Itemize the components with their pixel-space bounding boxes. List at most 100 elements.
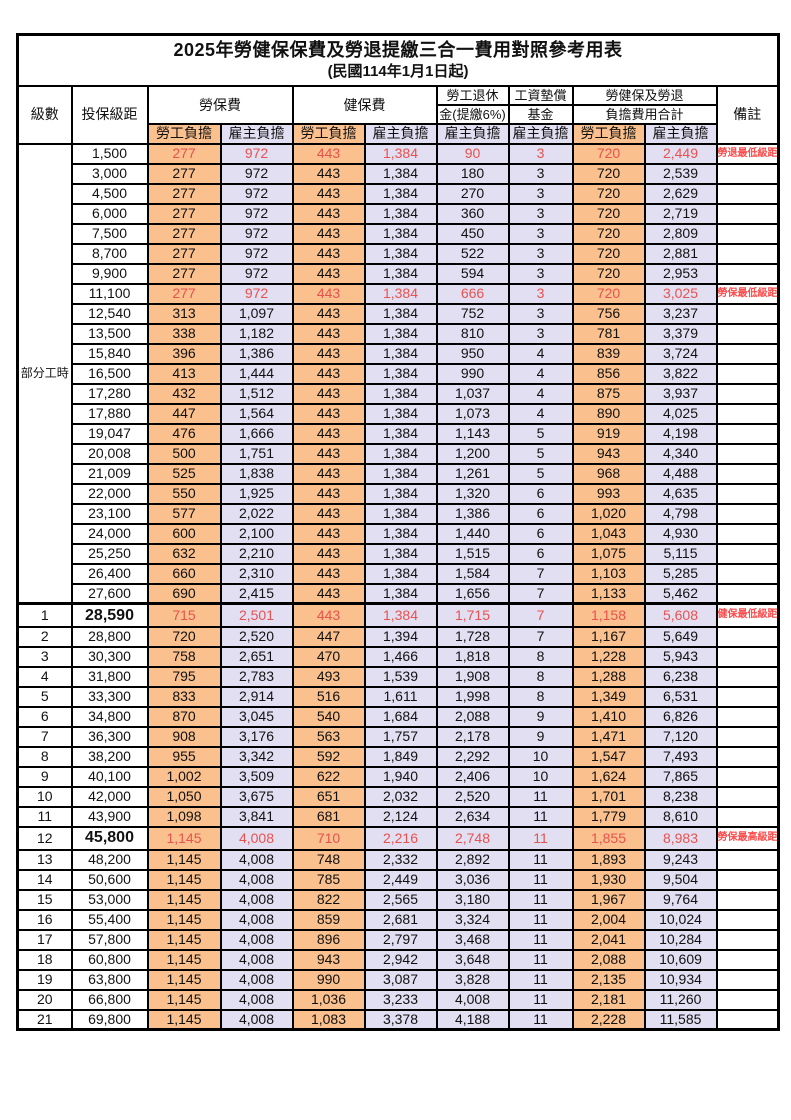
table-row: 9 40,100 1,002 3,509 622 1,940 2,406 10 1,624 7,8… [16, 765, 780, 788]
wage-fund-employer-cell: 11 [507, 805, 574, 828]
labor-insurance-employer-cell: 972 [219, 262, 294, 285]
health-insurance-employer-cell: 1,466 [363, 645, 438, 668]
labor-insurance-employer-cell: 4,008 [219, 948, 294, 971]
health-insurance-employer-cell: 2,565 [363, 888, 438, 911]
health-insurance-employee-cell: 822 [291, 888, 366, 911]
premium-table: 2025年勞健保保費及勞退提繳三合一費用對照參考用表 (民國114年1月1日起)… [16, 33, 781, 1032]
subheader-fund-employer: 雇主負擔 [507, 123, 574, 145]
level-cell: 18 [16, 948, 73, 971]
wage-fund-employer-cell: 7 [507, 602, 574, 628]
health-insurance-employee-cell: 443 [291, 382, 366, 405]
labor-insurance-employer-cell: 3,045 [219, 705, 294, 728]
total-employer-cell: 4,025 [643, 402, 718, 425]
labor-insurance-employee-cell: 525 [146, 462, 222, 485]
pension-employer-cell: 1,440 [435, 522, 510, 545]
pension-employer-cell: 2,520 [435, 785, 510, 808]
table-row: 12,540 313 1,097 443 1,384 752 3 756 3,237 [18, 302, 780, 325]
table-row: 2 28,800 720 2,520 447 1,394 1,728 7 1,167 5,649 [16, 625, 780, 648]
health-insurance-employer-cell: 2,032 [363, 785, 438, 808]
table-row: 5 33,300 833 2,914 516 1,611 1,998 8 1,349 6,531 [16, 685, 780, 708]
labor-insurance-employer-cell: 4,008 [219, 848, 294, 871]
wage-fund-employer-cell: 11 [507, 825, 574, 851]
labor-insurance-employee-cell: 955 [146, 745, 222, 768]
level-cell: 4 [16, 665, 73, 688]
table-row: 25,250 632 2,210 443 1,384 1,515 6 1,075 5,115 [18, 542, 780, 565]
health-insurance-employer-cell: 1,539 [363, 665, 438, 688]
health-insurance-employer-cell: 1,384 [363, 522, 438, 545]
health-insurance-employer-cell: 2,797 [363, 928, 438, 951]
health-insurance-employee-cell: 540 [291, 705, 366, 728]
total-employee-cell: 720 [571, 182, 646, 205]
labor-insurance-employer-cell: 1,097 [219, 302, 294, 325]
labor-insurance-employee-cell: 795 [146, 665, 222, 688]
wage-fund-employer-cell: 6 [507, 542, 574, 565]
pension-employer-cell: 1,073 [435, 402, 510, 425]
health-insurance-employee-cell: 563 [291, 725, 366, 748]
labor-insurance-employer-cell: 1,751 [219, 442, 294, 465]
level-cell: 15 [16, 888, 73, 911]
remark-cell [715, 302, 780, 325]
remark-cell [715, 522, 780, 545]
wage-fund-employer-cell: 4 [507, 402, 574, 425]
remark-cell [715, 482, 780, 505]
remark-cell [715, 182, 780, 205]
pension-employer-cell: 1,715 [435, 602, 510, 628]
health-insurance-employee-cell: 443 [291, 282, 366, 305]
wage-fund-employer-cell: 5 [507, 462, 574, 485]
labor-insurance-employee-cell: 277 [146, 162, 222, 185]
level-cell: 13 [16, 848, 73, 871]
labor-insurance-employee-cell: 690 [146, 582, 222, 605]
pension-employer-cell: 1,200 [435, 442, 510, 465]
labor-insurance-employee-cell: 758 [146, 645, 222, 668]
labor-insurance-employer-cell: 3,841 [219, 805, 294, 828]
health-insurance-employer-cell: 1,384 [363, 502, 438, 525]
labor-insurance-employee-cell: 1,145 [146, 948, 222, 971]
remark-cell [715, 868, 780, 891]
labor-insurance-employer-cell: 1,182 [219, 322, 294, 345]
pension-employer-cell: 4,008 [435, 988, 510, 1011]
health-insurance-employee-cell: 443 [291, 402, 366, 425]
labor-insurance-employee-cell: 632 [146, 542, 222, 565]
total-employee-cell: 1,288 [571, 665, 646, 688]
total-employee-cell: 1,547 [571, 745, 646, 768]
health-insurance-employer-cell: 3,378 [363, 1008, 438, 1031]
bracket-cell: 63,800 [70, 968, 149, 991]
health-insurance-employer-cell: 1,611 [363, 685, 438, 708]
wage-fund-employer-cell: 11 [507, 908, 574, 931]
health-insurance-employer-cell: 1,384 [363, 302, 438, 325]
health-insurance-employee-cell: 443 [291, 482, 366, 505]
labor-insurance-employee-cell: 277 [146, 142, 222, 165]
pension-employer-cell: 3,324 [435, 908, 510, 931]
health-insurance-employee-cell: 1,083 [291, 1008, 366, 1031]
title-row: 2025年勞健保保費及勞退提繳三合一費用對照參考用表 (民國114年1月1日起) [16, 33, 780, 88]
wage-fund-employer-cell: 11 [507, 968, 574, 991]
total-employee-cell: 756 [571, 302, 646, 325]
level-cell: 5 [16, 685, 73, 708]
labor-insurance-employee-cell: 1,145 [146, 888, 222, 911]
pension-employer-cell: 1,386 [435, 502, 510, 525]
labor-insurance-employer-cell: 3,342 [219, 745, 294, 768]
remark-cell [715, 322, 780, 345]
wage-fund-employer-cell: 11 [507, 848, 574, 871]
total-employee-cell: 943 [571, 442, 646, 465]
table-row: 21,009 525 1,838 443 1,384 1,261 5 968 4,488 [18, 462, 780, 485]
remark-cell [715, 645, 780, 668]
table-row: 4 31,800 795 2,783 493 1,539 1,908 8 1,288 6,238 [16, 665, 780, 688]
health-insurance-employee-cell: 443 [291, 582, 366, 605]
wage-fund-employer-cell: 6 [507, 502, 574, 525]
pension-employer-cell: 4,188 [435, 1008, 510, 1031]
health-insurance-employee-cell: 443 [291, 142, 366, 165]
remark-cell [715, 202, 780, 225]
remark-cell [715, 848, 780, 871]
bracket-cell: 34,800 [70, 705, 149, 728]
level-cell: 12 [16, 825, 73, 851]
labor-insurance-employee-cell: 277 [146, 282, 222, 305]
subheader-li-employer: 雇主負擔 [219, 123, 294, 145]
health-insurance-employee-cell: 443 [291, 342, 366, 365]
col-header-level: 級數 [16, 85, 73, 145]
total-employer-cell: 2,719 [643, 202, 718, 225]
labor-insurance-employer-cell: 2,783 [219, 665, 294, 688]
table-row: 18 60,800 1,145 4,008 943 2,942 3,648 11 2,088 10… [16, 948, 780, 971]
remark-cell [715, 462, 780, 485]
col-header-wage-fund-line1: 工資墊償 [507, 85, 574, 107]
